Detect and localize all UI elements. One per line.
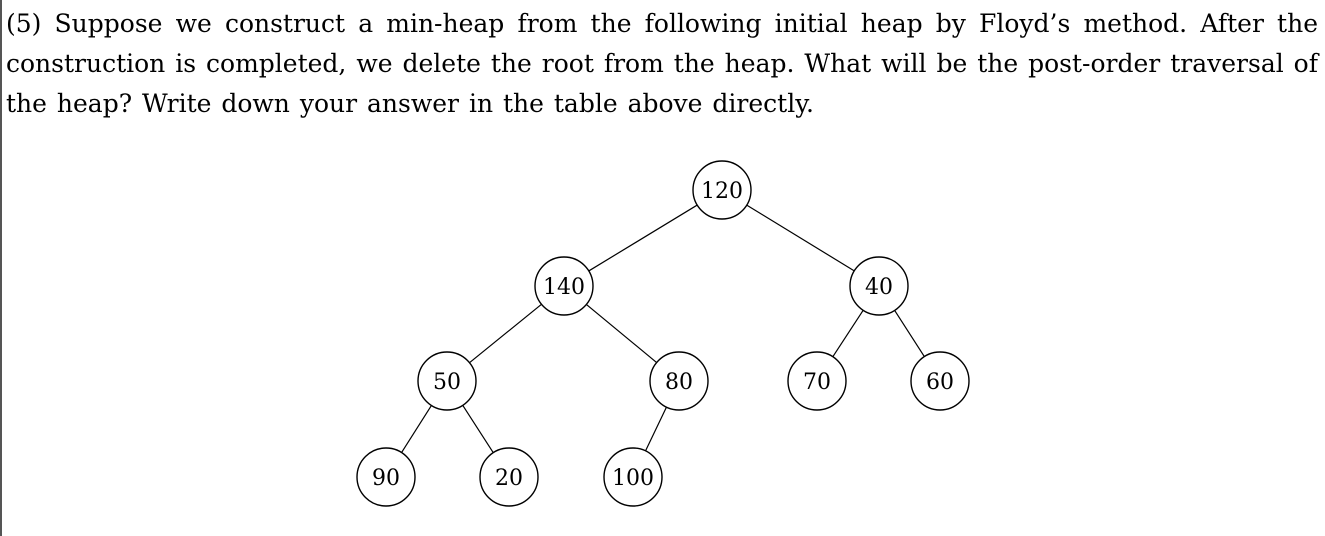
- node-circle: [649, 351, 709, 411]
- tree-node-20: 20: [479, 447, 539, 507]
- tree-node-90: 90: [356, 447, 416, 507]
- node-label: 60: [926, 370, 954, 395]
- tree-node-140: 140: [534, 256, 594, 316]
- tree-node-70: 70: [787, 351, 847, 411]
- node-label: 20: [495, 466, 523, 491]
- node-label: 50: [433, 370, 461, 395]
- edge-50-20: [462, 405, 494, 453]
- tree-node-40: 40: [849, 256, 909, 316]
- tree-node-50: 50: [417, 351, 477, 411]
- node-label: 120: [701, 179, 743, 204]
- edge-140-50: [469, 303, 542, 364]
- edge-50-90: [401, 405, 432, 453]
- node-label: 100: [612, 466, 654, 491]
- left-margin-rule: [0, 0, 2, 536]
- node-circle: [534, 256, 594, 316]
- node-circle: [603, 447, 663, 507]
- edge-120-40: [746, 204, 855, 272]
- node-label: 80: [665, 370, 693, 395]
- tree-edges: [401, 204, 925, 453]
- edge-40-70: [832, 309, 864, 358]
- edge-80-100: [644, 406, 668, 452]
- edge-140-80: [585, 304, 658, 363]
- edge-120-140: [588, 204, 698, 272]
- question-text: (5) Suppose we construct a min-heap from…: [6, 9, 1318, 118]
- node-circle: [692, 160, 752, 220]
- node-label: 40: [865, 275, 893, 300]
- node-circle: [356, 447, 416, 507]
- node-label: 90: [372, 466, 400, 491]
- tree-node-120: 120: [692, 160, 752, 220]
- tree-node-100: 100: [603, 447, 663, 507]
- edge-40-60: [894, 310, 925, 357]
- node-circle: [849, 256, 909, 316]
- node-label: 140: [543, 275, 585, 300]
- node-circle: [787, 351, 847, 411]
- tree-nodes: 120 140 40 50 80 70 60 90 20 100: [356, 160, 970, 507]
- node-label: 70: [803, 370, 831, 395]
- tree-node-60: 60: [910, 351, 970, 411]
- node-circle: [417, 351, 477, 411]
- tree-node-80: 80: [649, 351, 709, 411]
- node-circle: [479, 447, 539, 507]
- node-circle: [910, 351, 970, 411]
